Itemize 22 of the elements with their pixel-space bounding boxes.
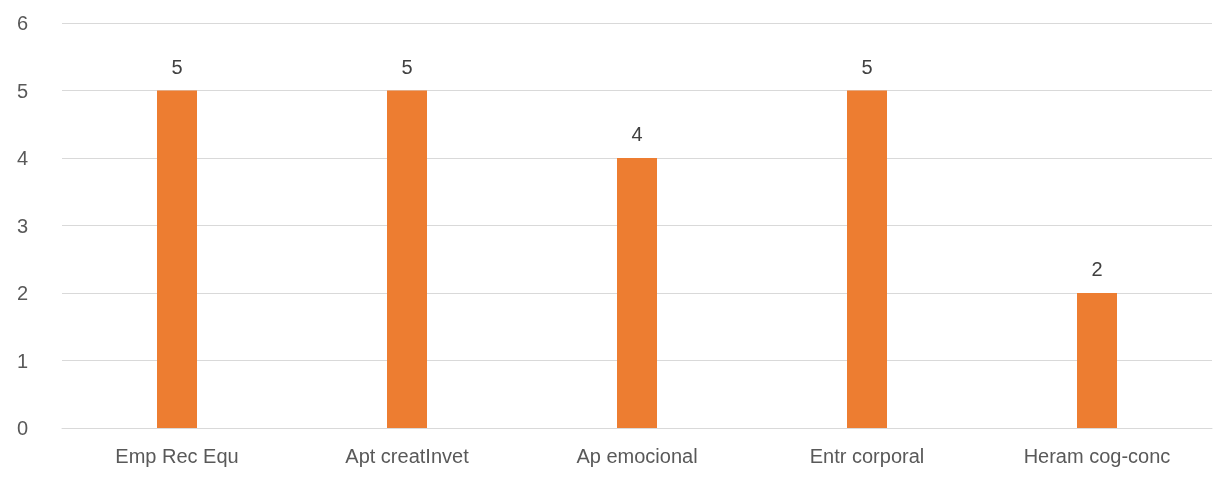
x-tick-label: Entr corporal [809, 445, 925, 467]
bar [157, 90, 197, 428]
data-label: 5 [861, 55, 873, 78]
y-tick-label: 2 [16, 282, 28, 304]
y-tick-label: 5 [16, 79, 28, 102]
bar [387, 90, 427, 428]
y-tick-label: 4 [16, 147, 28, 169]
data-label: 4 [631, 123, 643, 145]
x-tick-label: Emp Rec Equ [115, 445, 239, 467]
x-tick-label: Apt creatInvet [345, 445, 470, 467]
y-tick-label: 3 [16, 214, 28, 237]
bar [847, 90, 887, 428]
bar [617, 158, 657, 428]
y-tick-label: 6 [16, 12, 28, 34]
data-label: 5 [401, 55, 413, 78]
data-label: 5 [171, 55, 183, 78]
x-tick-label: Ap emocional [576, 445, 698, 467]
data-label: 2 [1091, 258, 1103, 280]
y-tick-label: 1 [16, 349, 28, 372]
bar [1077, 293, 1117, 428]
x-tick-label: Heram cog-conc [1023, 445, 1171, 467]
y-tick-label: 0 [16, 417, 28, 439]
